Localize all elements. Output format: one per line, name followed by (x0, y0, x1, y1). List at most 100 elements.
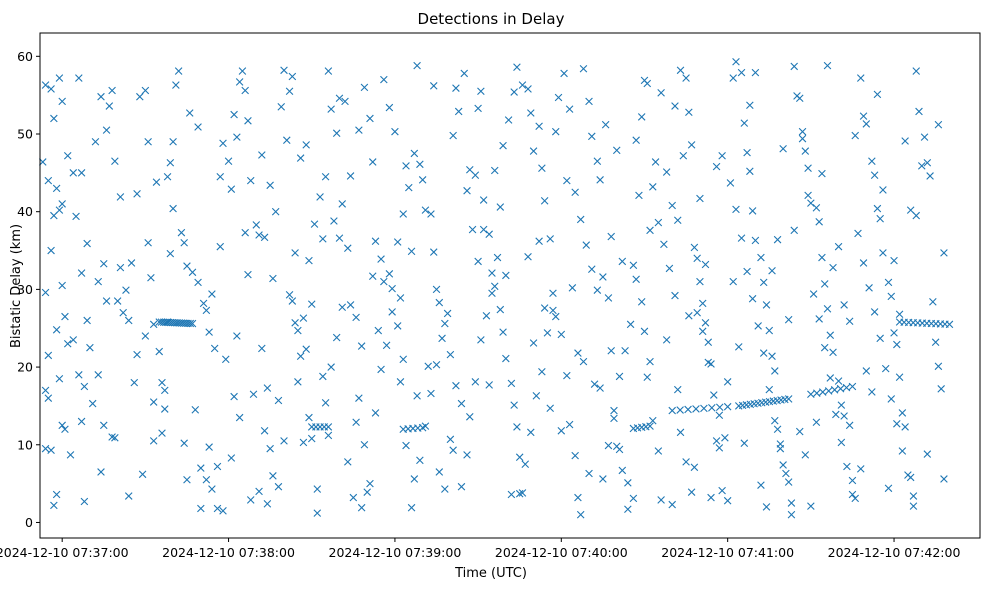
data-point (868, 388, 876, 396)
data-point (551, 127, 560, 136)
data-point (818, 388, 827, 396)
data-point (216, 242, 225, 251)
data-point (449, 131, 457, 140)
y-tick-label: 0 (25, 515, 33, 530)
data-point (41, 81, 50, 89)
data-point (327, 363, 335, 371)
data-point (305, 413, 313, 422)
data-point (260, 426, 269, 435)
data-point (759, 349, 768, 357)
data-point (432, 360, 441, 369)
data-point (41, 288, 50, 297)
data-point (510, 401, 518, 409)
data-point (249, 390, 258, 399)
data-point (233, 332, 241, 340)
data-point (820, 280, 829, 288)
data-point (704, 358, 713, 367)
data-point (873, 204, 882, 213)
data-point (477, 336, 485, 344)
data-point (673, 216, 682, 225)
data-point (604, 441, 613, 450)
data-point (427, 210, 435, 218)
data-point (194, 278, 202, 287)
data-point (693, 254, 701, 263)
data-point (576, 510, 585, 519)
data-point (321, 399, 330, 407)
data-point (820, 343, 829, 352)
data-point (149, 320, 158, 329)
data-point (52, 184, 61, 193)
y-axis: 0 10 20 30 40 50 60 (17, 49, 40, 530)
data-point (865, 284, 873, 292)
x-axis: 2024-12-10 07:37:00 2024-12-10 07:38:00 20… (0, 538, 960, 560)
data-point (230, 392, 238, 401)
data-point (111, 433, 119, 442)
data-point (410, 149, 419, 158)
data-point (452, 84, 460, 92)
data-point (804, 191, 812, 200)
data-point (230, 110, 238, 119)
data-point (108, 433, 116, 441)
data-point (524, 252, 532, 261)
data-point (837, 401, 846, 409)
data-point (765, 326, 774, 335)
data-point (479, 196, 488, 204)
data-point (748, 294, 757, 303)
data-point (255, 231, 263, 239)
data-point (929, 298, 937, 306)
data-point (893, 340, 901, 349)
data-point (515, 489, 524, 498)
data-point (274, 482, 283, 491)
data-point (319, 372, 327, 381)
data-point (402, 162, 410, 170)
y-tick-label: 10 (17, 437, 33, 452)
data-point (829, 348, 837, 357)
data-point (97, 468, 105, 476)
data-point (69, 336, 78, 344)
data-point (607, 346, 615, 355)
data-point (934, 120, 943, 129)
data-point (823, 61, 832, 70)
data-point (732, 205, 740, 214)
data-point (75, 371, 83, 379)
data-point (668, 406, 677, 415)
data-point (596, 176, 604, 184)
data-point (579, 64, 588, 73)
data-point (563, 371, 571, 380)
data-point (285, 87, 294, 96)
data-point (80, 382, 89, 391)
y-tick-label: 30 (17, 282, 33, 297)
data-point (213, 462, 222, 471)
data-point (144, 238, 152, 247)
data-point (421, 206, 430, 214)
data-point (687, 141, 696, 149)
data-point (668, 201, 677, 210)
data-point (208, 485, 216, 493)
data-point (607, 232, 615, 241)
data-point (346, 172, 355, 180)
data-point (673, 385, 682, 394)
data-point (363, 488, 371, 496)
data-point (177, 228, 186, 237)
data-point (718, 151, 726, 160)
data-point (258, 151, 266, 159)
data-point (682, 458, 690, 466)
data-point (213, 504, 222, 513)
data-point (649, 416, 657, 425)
data-point (416, 456, 424, 465)
data-point (41, 444, 50, 453)
chart-title: Detections in Delay (418, 10, 565, 28)
data-point (732, 57, 740, 66)
data-point (746, 167, 754, 176)
data-point (787, 510, 796, 519)
data-point (88, 399, 97, 408)
data-point (646, 357, 654, 366)
data-point (77, 169, 86, 177)
data-point (815, 218, 823, 226)
data-point (138, 470, 147, 479)
data-point (715, 403, 724, 412)
data-point (807, 390, 815, 399)
data-point (707, 493, 715, 502)
data-point (784, 478, 793, 486)
data-point (280, 66, 288, 75)
